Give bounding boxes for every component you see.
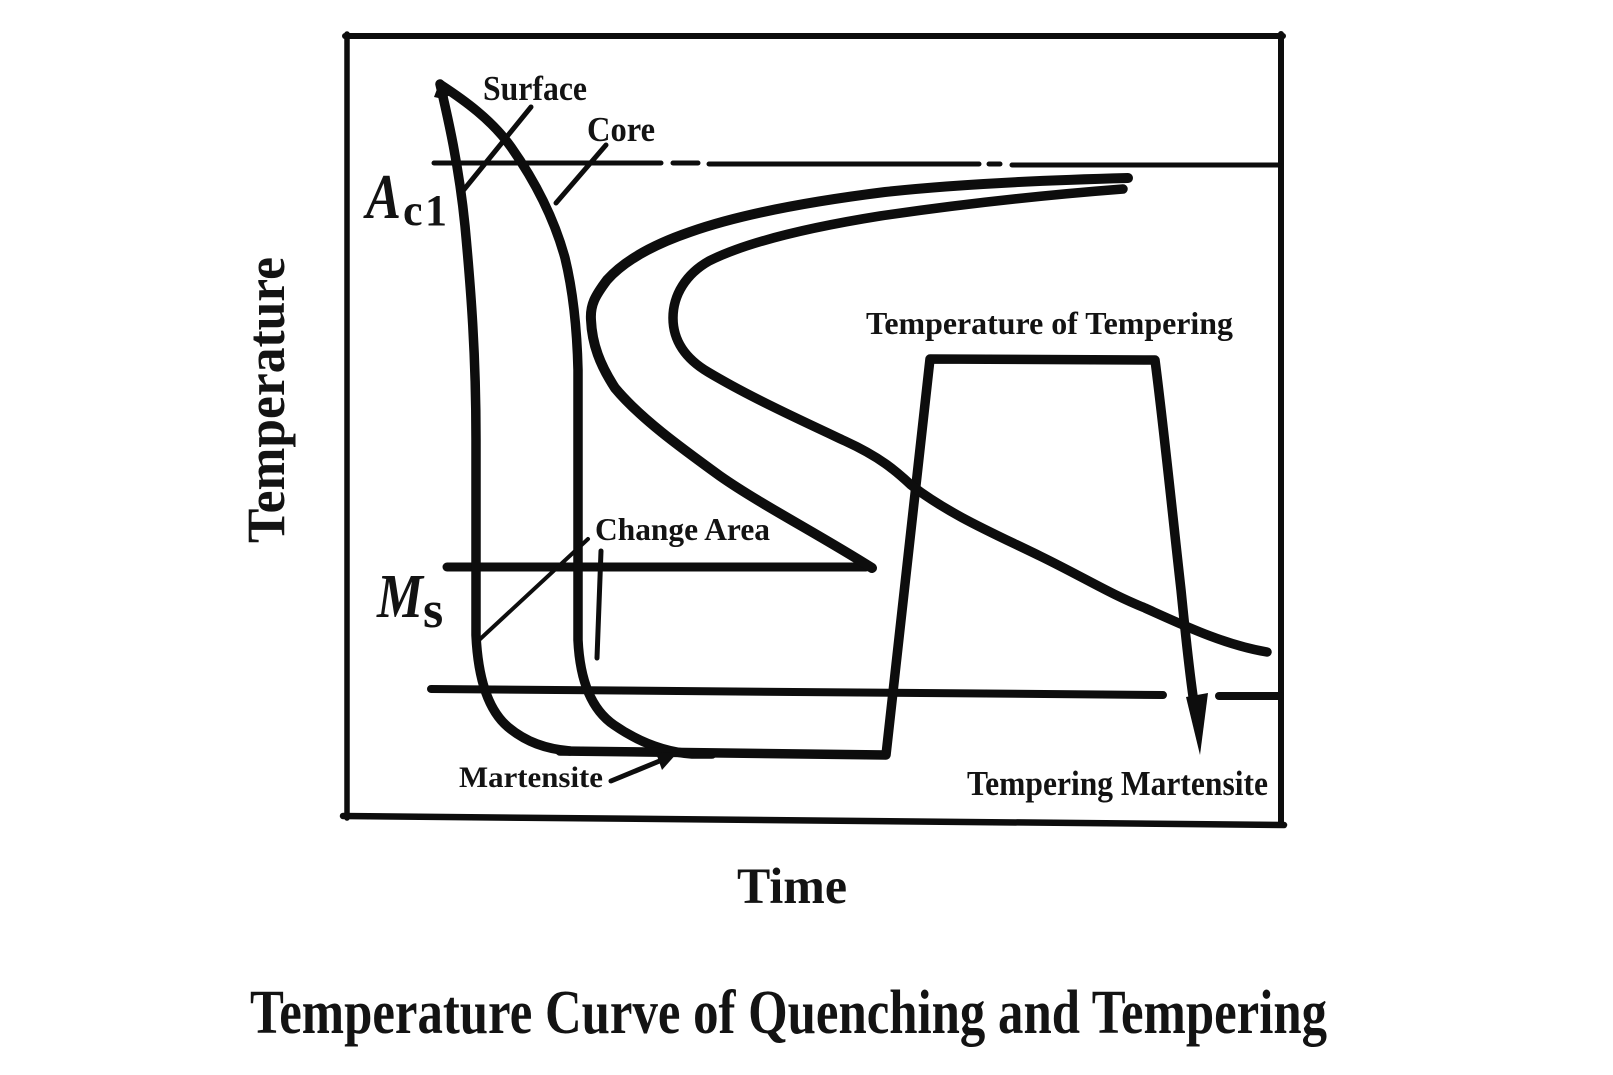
svg-text:Surface: Surface — [483, 69, 587, 108]
svg-text:Time: Time — [737, 859, 847, 915]
svg-text:c: c — [403, 186, 423, 235]
svg-text:Tempering Martensite: Tempering Martensite — [967, 764, 1268, 803]
svg-text:Change Area: Change Area — [595, 511, 770, 547]
svg-text:A: A — [363, 162, 401, 232]
svg-text:Martensite: Martensite — [459, 761, 603, 794]
svg-text:s: s — [423, 582, 443, 639]
svg-text:Temperature: Temperature — [236, 257, 296, 543]
svg-text:1: 1 — [425, 186, 447, 235]
svg-text:M: M — [376, 563, 424, 631]
svg-text:Core: Core — [587, 110, 655, 149]
svg-text:Temperature Curve of Quenching: Temperature Curve of Quenching and Tempe… — [250, 979, 1327, 1047]
svg-text:Temperature of Tempering: Temperature of Tempering — [866, 305, 1233, 341]
